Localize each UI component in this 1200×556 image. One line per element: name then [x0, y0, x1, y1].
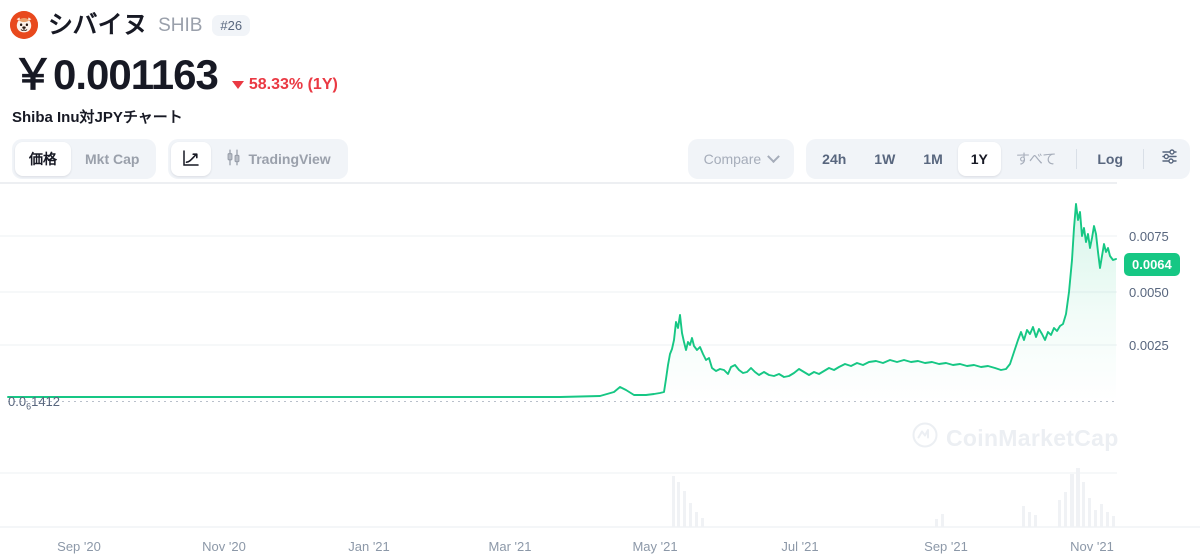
- log-scale-label: Log: [1097, 151, 1123, 167]
- x-axis-tick-2: Jan '21: [348, 539, 390, 554]
- price-change: 58.33% (1Y): [231, 76, 338, 94]
- x-axis-tick-1: Nov '20: [202, 539, 246, 554]
- current-price-badge: 0.0064: [1124, 253, 1180, 276]
- range-1y[interactable]: 1Y: [957, 142, 1001, 176]
- chart-type-tab-group: TradingView: [168, 139, 348, 179]
- x-axis-tick-6: Sep '21: [924, 539, 968, 554]
- tab-market-cap[interactable]: Mkt Cap: [71, 142, 153, 176]
- compare-label: Compare: [703, 151, 762, 167]
- shiba-inu-logo-icon: [10, 11, 38, 39]
- toolbar-right-group: Compare 24h 1W 1M 1Y すべて Log: [687, 139, 1190, 179]
- compare-dropdown[interactable]: Compare: [687, 139, 795, 179]
- coin-name: シバイヌ: [48, 10, 149, 39]
- line-chart-icon: [182, 149, 200, 170]
- toolbar-divider-2: [1143, 149, 1144, 169]
- chevron-down-icon: [767, 149, 781, 163]
- range-1m-label: 1M: [923, 151, 943, 167]
- coinmarketcap-watermark-text: CoinMarketCap: [946, 424, 1119, 451]
- price-change-value: 58.33% (1Y): [248, 76, 338, 93]
- chart-toolbar: 価格 Mkt Cap: [0, 126, 1200, 182]
- range-1w-label: 1W: [874, 151, 896, 167]
- tab-tradingview[interactable]: TradingView: [211, 142, 344, 176]
- toolbar-divider-1: [1076, 149, 1078, 169]
- y-axis-label-1: 0.0050: [1129, 285, 1169, 300]
- range-24h-label: 24h: [822, 151, 847, 167]
- coin-header: シバイヌ SHIB #26: [0, 0, 1200, 42]
- range-24h[interactable]: 24h: [809, 142, 859, 176]
- x-axis-tick-0: Sep '20: [57, 539, 101, 554]
- price-chart[interactable]: 0.0075 0.0064 0.0050 0.0025 0.061412 Coi…: [0, 182, 1200, 530]
- baseline-price-label: 0.061412: [8, 394, 61, 412]
- coinmarketcap-logo-icon: [912, 422, 938, 454]
- price-row: ￥0.001163 58.33% (1Y): [0, 42, 1200, 96]
- range-1m[interactable]: 1M: [910, 142, 955, 176]
- coin-symbol: SHIB: [158, 14, 203, 36]
- tab-line-chart[interactable]: [171, 142, 212, 176]
- x-axis: Sep '20 Nov '20 Jan '21 Mar '21 May '21 …: [0, 530, 1200, 556]
- caret-down-icon: [231, 81, 244, 89]
- range-1y-label: 1Y: [970, 151, 988, 167]
- coin-rank-badge: #26: [212, 14, 251, 36]
- range-1w[interactable]: 1W: [861, 142, 908, 176]
- toolbar-left-group: 価格 Mkt Cap: [12, 139, 348, 179]
- x-axis-tick-5: Jul '21: [781, 539, 819, 554]
- y-axis-label-2: 0.0025: [1129, 338, 1169, 353]
- range-all-label: すべて: [1015, 151, 1057, 167]
- chart-title: Shiba Inu対JPYチャート: [12, 109, 183, 126]
- y-axis-label-0: 0.0075: [1129, 229, 1169, 244]
- metric-tab-group: 価格 Mkt Cap: [12, 139, 157, 179]
- sliders-settings-icon: [1160, 147, 1179, 171]
- x-axis-tick-7: Nov '21: [1070, 539, 1114, 554]
- time-range-group: 24h 1W 1M 1Y すべて Log: [806, 139, 1190, 179]
- tab-price-label: 価格: [29, 151, 57, 167]
- x-axis-tick-4: May '21: [632, 539, 678, 554]
- x-axis-tick-3: Mar '21: [488, 539, 532, 554]
- range-all[interactable]: すべて: [1003, 142, 1069, 176]
- log-scale-toggle[interactable]: Log: [1084, 142, 1136, 176]
- coinmarketcap-watermark: CoinMarketCap: [912, 422, 1119, 454]
- tab-market-cap-label: Mkt Cap: [85, 151, 140, 167]
- tab-price[interactable]: 価格: [15, 142, 71, 176]
- candlestick-icon: [225, 149, 242, 169]
- tab-tradingview-label: TradingView: [248, 151, 331, 167]
- chart-settings-button[interactable]: [1151, 142, 1187, 176]
- current-price: ￥0.001163: [12, 51, 219, 98]
